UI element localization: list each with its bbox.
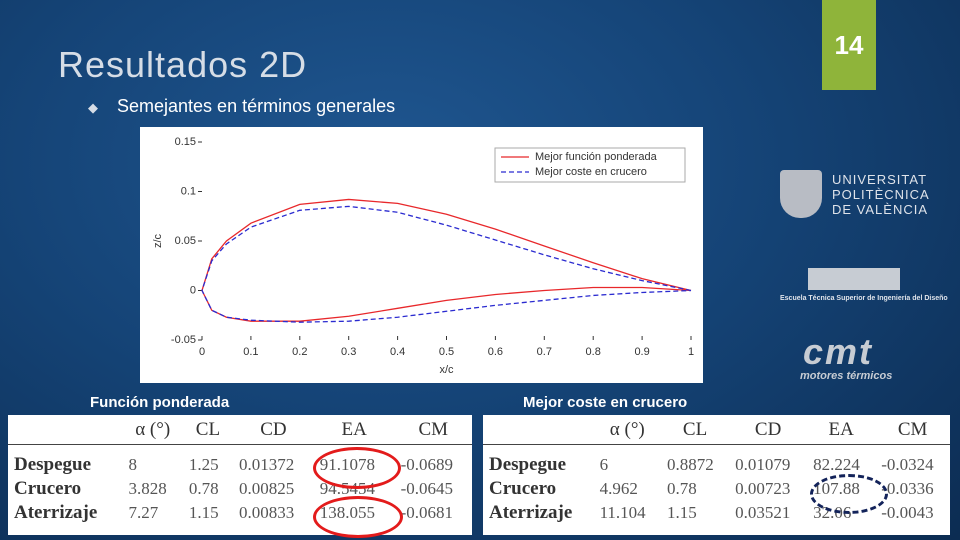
table-cell: 0.01079 <box>735 455 791 474</box>
bullet-icon: ◆ <box>88 100 98 115</box>
legend-box <box>494 147 686 183</box>
row-name: Crucero <box>489 478 557 499</box>
table-cell: 3.828 <box>128 479 167 498</box>
x-tick-label: 0.9 <box>634 346 649 358</box>
legend-label: Mejor función ponderada <box>535 151 658 163</box>
table-cell: 4.962 <box>599 479 638 498</box>
table-cell: -0.0681 <box>400 503 453 522</box>
legend: Mejor función ponderada Mejor coste en cr… <box>494 147 686 183</box>
table-cell: -0.0689 <box>400 455 453 474</box>
row-name: Aterrizaje <box>489 502 573 523</box>
table-caption: Mejor coste en crucero <box>523 394 688 411</box>
table-cell: 0.01372 <box>239 455 295 474</box>
header-cell: CM <box>875 415 950 445</box>
x-tick-label: 0.7 <box>537 346 552 358</box>
upv-logo: UNIVERSITAT POLITÈCNICA DE VALÈNCIA <box>832 172 930 217</box>
header-cell: CD <box>233 415 314 445</box>
header-cell: EA <box>313 415 395 445</box>
etsid-mark <box>808 268 900 290</box>
header-cell: CL <box>660 415 730 445</box>
y-tick-label: -0.05 <box>171 334 196 346</box>
table-cell: -0.0336 <box>881 479 934 498</box>
y-tick-label: 0 <box>190 284 196 296</box>
y-tick-label: 0.15 <box>175 136 196 148</box>
highlight <box>810 474 888 514</box>
table-cell: 0.78 <box>666 479 697 498</box>
table-cell: 7.27 <box>128 503 159 522</box>
bullet-text: Semejantes en términos generales <box>117 96 396 116</box>
table: α (°) CL CD EA CM Despegue 6 0.8872 0.01079 82.22… <box>483 415 950 525</box>
row-name: Crucero <box>14 478 82 499</box>
table-cell: 1.15 <box>666 503 697 522</box>
slide-title: Resultados 2D <box>58 44 308 85</box>
table-cell: -0.0645 <box>400 479 453 498</box>
header-cell: CM <box>394 415 472 445</box>
y-tick-label: 0.05 <box>175 235 196 247</box>
x-tick-label: 0 <box>199 346 205 358</box>
table-row: Despegue 8 1.25 0.01372 91.1078 -0.0689 <box>8 445 472 478</box>
y-axis-label: z/c <box>152 233 164 248</box>
header-cell: α (°) <box>593 415 661 445</box>
logo-text: DE VALÈNCIA <box>832 202 929 217</box>
x-tick-label: 0.5 <box>439 346 454 358</box>
table-cell: 1.15 <box>188 503 219 522</box>
row-name: Despegue <box>14 454 92 475</box>
highlight <box>313 496 403 538</box>
series-line <box>201 205 692 323</box>
x-tick-label: 0.6 <box>488 346 503 358</box>
row-name: Aterrizaje <box>14 502 98 523</box>
x-tick-label: 0.4 <box>390 346 405 358</box>
table-cell: 11.104 <box>599 503 646 522</box>
header-cell: CL <box>182 415 234 445</box>
cmt-subtitle: motores térmicos <box>800 370 893 382</box>
logo-text: POLITÈCNICA <box>832 187 930 202</box>
table-cell: 0.00825 <box>239 479 295 498</box>
x-tick-label: 1 <box>688 346 694 358</box>
etsid-logo: Escuela Técnica Superior de Ingeniería d… <box>780 295 948 302</box>
table-cell: 6 <box>599 455 609 474</box>
header-cell <box>8 415 123 445</box>
table-cell: 82.224 <box>813 455 860 474</box>
header-cell: EA <box>807 415 876 445</box>
table-row: Despegue 6 0.8872 0.01079 82.224 -0.0324 <box>483 445 950 478</box>
table-caption: Función ponderada <box>90 394 230 411</box>
row-name: Despegue <box>489 454 567 475</box>
slide-number: 14 <box>822 0 876 90</box>
x-tick-label: 0.3 <box>341 346 356 358</box>
x-axis-label: x/c <box>439 364 454 376</box>
x-tick-label: 0.1 <box>243 346 258 358</box>
table-cell: 8 <box>128 455 138 474</box>
header-row: α (°) CL CD EA CM <box>8 415 472 445</box>
table-cell: 0.03521 <box>735 503 791 522</box>
table-cell: 0.00723 <box>735 479 791 498</box>
x-tick-label: 0.8 <box>586 346 601 358</box>
table: α (°) CL CD EA CM Despegue 8 1.25 0.01372 91.1078… <box>8 415 472 525</box>
table-cell: -0.0043 <box>881 503 934 522</box>
cmt-logo: cmt <box>803 331 874 372</box>
table-cell: 0.78 <box>188 479 219 498</box>
table-cell: 1.25 <box>188 455 219 474</box>
header-cell: α (°) <box>122 415 183 445</box>
table-row: Crucero 3.828 0.78 0.00825 94.5454 -0.0645 <box>8 477 472 501</box>
legend-label: Mejor coste en crucero <box>535 166 647 178</box>
table-cell: 0.00833 <box>239 503 295 522</box>
highlight <box>313 447 401 489</box>
results-table: α (°) CL CD EA CM Despegue 6 0.8872 0.01079 82.22… <box>483 415 950 535</box>
x-tick-label: 0.2 <box>292 346 307 358</box>
table-cell: 0.8872 <box>666 455 714 474</box>
header-cell <box>483 415 594 445</box>
header-row: α (°) CL CD EA CM <box>483 415 950 445</box>
y-tick-label: 0.1 <box>181 185 196 197</box>
logo-text: UNIVERSITAT <box>832 172 928 187</box>
table-row: Aterrizaje 11.104 1.15 0.03521 32.06 -0.0043 <box>483 501 950 525</box>
header-cell: CD <box>729 415 808 445</box>
upv-crest <box>780 170 822 218</box>
table-cell: -0.0324 <box>881 455 934 474</box>
